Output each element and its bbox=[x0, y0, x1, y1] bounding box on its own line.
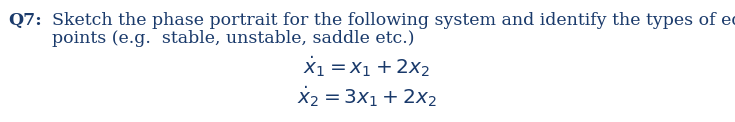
Text: $\dot{x}_1 = x_1 + 2x_2$: $\dot{x}_1 = x_1 + 2x_2$ bbox=[304, 54, 431, 79]
Text: $\dot{x}_2 = 3x_1 + 2x_2$: $\dot{x}_2 = 3x_1 + 2x_2$ bbox=[297, 84, 437, 109]
Text: Sketch the phase portrait for the following system and identify the types of equ: Sketch the phase portrait for the follow… bbox=[52, 12, 735, 29]
Text: points (e.g.  stable, unstable, saddle etc.): points (e.g. stable, unstable, saddle et… bbox=[52, 30, 415, 47]
Text: Q7:: Q7: bbox=[8, 12, 42, 29]
